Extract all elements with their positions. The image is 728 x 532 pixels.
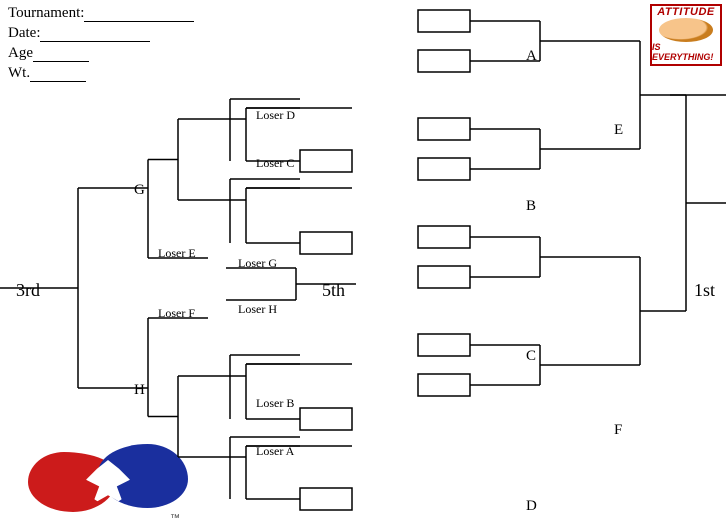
bracket-lines — [0, 0, 728, 532]
bracket-canvas: Tournament: Date: Age Wt. ATTITUDE IS EV… — [0, 0, 728, 532]
